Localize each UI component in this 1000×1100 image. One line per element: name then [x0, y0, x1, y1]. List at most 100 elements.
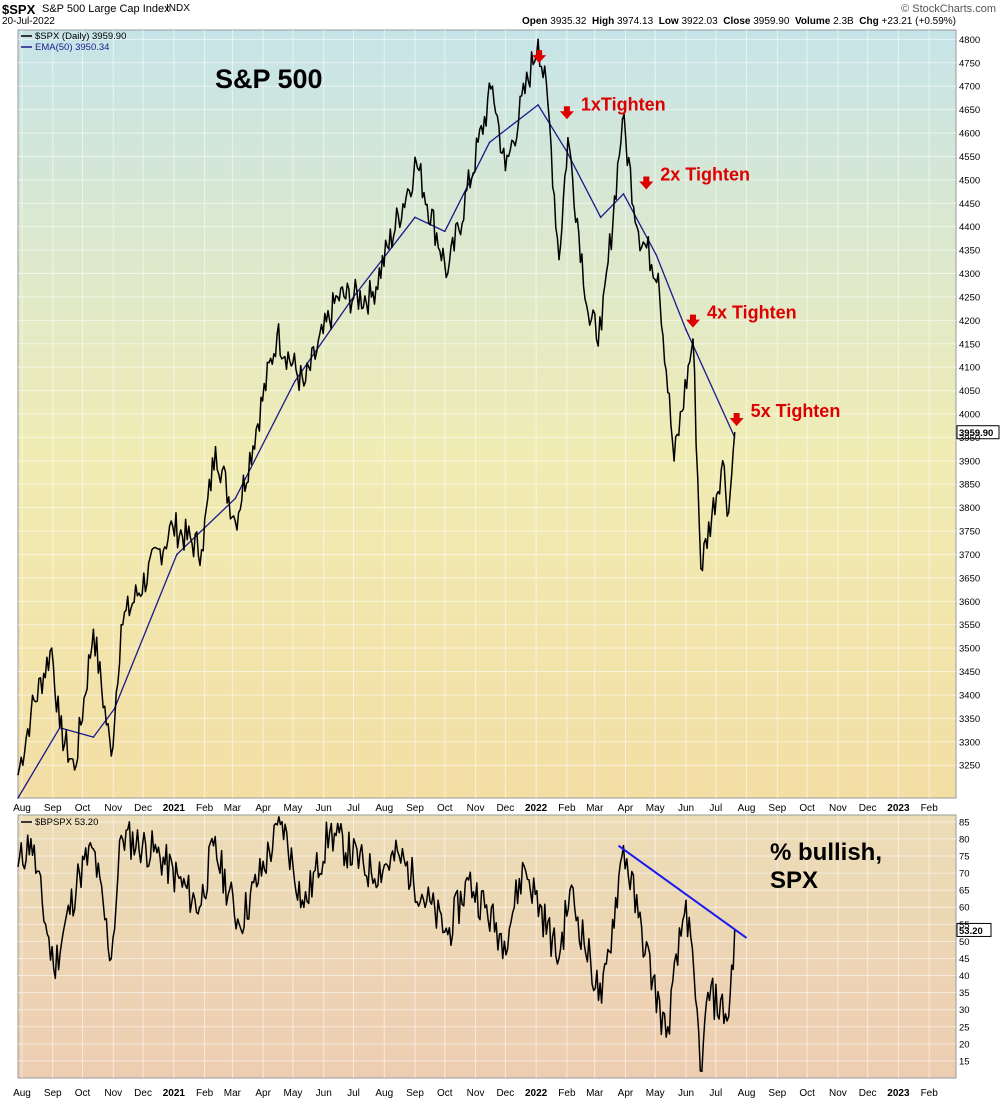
- price-y-tick-label: 3750: [959, 527, 980, 538]
- breadth-x-tick-label: May: [283, 1088, 302, 1099]
- bpspx-point: [156, 851, 158, 854]
- breadth-x-tick-label: Oct: [437, 1088, 453, 1099]
- breadth-panel-title: SPX: [770, 867, 818, 894]
- spx-point: [413, 169, 415, 172]
- breadth-x-tick-label: Dec: [496, 1088, 514, 1099]
- price-y-tick-label: 4750: [959, 58, 980, 69]
- spx-point: [336, 296, 339, 298]
- bpspx-point: [600, 1002, 603, 1004]
- breadth-x-tick-label: Apr: [618, 1088, 634, 1099]
- bpspx-point: [665, 1036, 667, 1038]
- price-x-tick-label: Sep: [44, 803, 62, 814]
- breadth-last-value: 53.20: [959, 926, 983, 937]
- ema-point: [92, 736, 95, 738]
- price-x-tick-label: Sep: [406, 803, 424, 814]
- ema-point: [622, 193, 625, 195]
- price-y-tick-label: 3600: [959, 597, 980, 608]
- breadth-x-tick-label: Dec: [859, 1088, 877, 1099]
- bpspx-point: [17, 865, 19, 868]
- price-y-tick-label: 3500: [959, 644, 980, 655]
- breadth-x-tick-label: Jun: [316, 1088, 332, 1099]
- quote-date: 20-Jul-2022: [2, 16, 55, 27]
- low-label: Low: [658, 16, 679, 27]
- breadth-y-tick-label: 25: [959, 1022, 970, 1033]
- chart-header-quote: 20-Jul-2022 Open 3935.32 High 3974.13 Lo…: [0, 16, 1000, 28]
- ema-point: [234, 497, 237, 500]
- breadth-last-value-box: [956, 922, 992, 937]
- spx-point: [120, 623, 123, 626]
- spx-point: [600, 328, 603, 331]
- spx-point: [673, 460, 675, 462]
- legend-spx: $SPX (Daily) 3959.90: [35, 31, 126, 42]
- bpspx-point: [30, 838, 32, 840]
- price-y-tick-label: 4650: [959, 105, 980, 116]
- ema-point: [566, 150, 568, 153]
- bpspx-point: [370, 872, 373, 874]
- ema-point: [599, 216, 602, 219]
- bpspx-point: [303, 906, 305, 909]
- breadth-y-tick-label: 20: [959, 1039, 970, 1050]
- breadth-x-tick-label: Aug: [738, 1088, 756, 1099]
- spx-point: [73, 769, 76, 771]
- bpspx-line: [17, 816, 736, 1072]
- breadth-y-tick-label: 75: [959, 851, 970, 862]
- price-y-tick-label: 4000: [959, 410, 980, 421]
- price-x-tick-label: Nov: [104, 803, 122, 814]
- breadth-x-tick-label: 2022: [525, 1088, 548, 1099]
- price-y-tick-label: 4250: [959, 292, 980, 303]
- spx-point: [110, 755, 113, 757]
- breadth-x-tick-label: Sep: [768, 1088, 786, 1099]
- spx-point: [537, 38, 539, 41]
- bpspx-point: [212, 844, 215, 847]
- price-y-tick-label: 4050: [959, 386, 980, 397]
- price-y-tick-label: 4150: [959, 339, 980, 350]
- price-last-value-box: [956, 425, 1000, 440]
- bpspx-point: [637, 916, 640, 919]
- chart-header-top: $SPX S&P 500 Large Cap Index INDX © Stoc…: [0, 2, 1000, 17]
- tighten-arrow: [639, 176, 654, 190]
- brand-watermark: © StockCharts.com: [901, 3, 996, 15]
- breadth-y-tick-label: 30: [959, 1005, 970, 1016]
- spx-point: [446, 272, 449, 275]
- spx-price-line: [17, 38, 736, 775]
- price-panel-title: S&P 500: [215, 64, 323, 94]
- ema-point: [17, 797, 19, 799]
- breadth-x-tick-label: Mar: [224, 1088, 242, 1099]
- bpspx-point: [558, 957, 560, 960]
- price-x-tick-label: Jul: [709, 803, 722, 814]
- bpspx-point: [707, 991, 709, 994]
- tighten-label: 5x Tighten: [751, 401, 841, 421]
- price-y-tick-label: 3800: [959, 503, 980, 514]
- bpspx-point: [569, 889, 571, 891]
- spx-point: [92, 628, 95, 631]
- tighten-label: 2x Tighten: [660, 165, 750, 185]
- open-value: 3935.32: [550, 16, 587, 27]
- spx-point: [547, 104, 549, 106]
- price-x-tick-label: Mar: [224, 803, 242, 814]
- exchange: INDX: [166, 3, 190, 14]
- breadth-x-tick-label: Jul: [347, 1088, 360, 1099]
- close-value: 3959.90: [753, 16, 790, 27]
- price-y-tick-label: 4800: [959, 35, 980, 46]
- bpspx-point: [685, 899, 687, 902]
- volume-label: Volume: [794, 16, 831, 27]
- ema-point: [58, 726, 61, 729]
- close-label: Close: [723, 16, 751, 27]
- breadth-x-tick-label: Oct: [75, 1088, 91, 1099]
- spx-point: [200, 549, 203, 551]
- price-x-tick-label: Feb: [558, 803, 576, 814]
- price-y-tick-label: 3350: [959, 714, 980, 725]
- volume-value: 2.3B: [833, 16, 854, 27]
- tighten-arrow: [532, 50, 547, 64]
- spx-point: [172, 525, 174, 528]
- price-x-tick-label: Apr: [618, 803, 634, 814]
- breadth-y-tick-label: 40: [959, 971, 970, 982]
- spx-point: [303, 385, 305, 387]
- bpspx-point: [110, 957, 113, 960]
- bpspx-point: [92, 848, 95, 850]
- bpspx-point: [701, 1070, 703, 1072]
- spx-point: [30, 712, 32, 715]
- breadth-x-tick-label: Aug: [375, 1088, 393, 1099]
- breadth-x-tick-label: Nov: [467, 1088, 485, 1099]
- spx-point: [415, 160, 417, 162]
